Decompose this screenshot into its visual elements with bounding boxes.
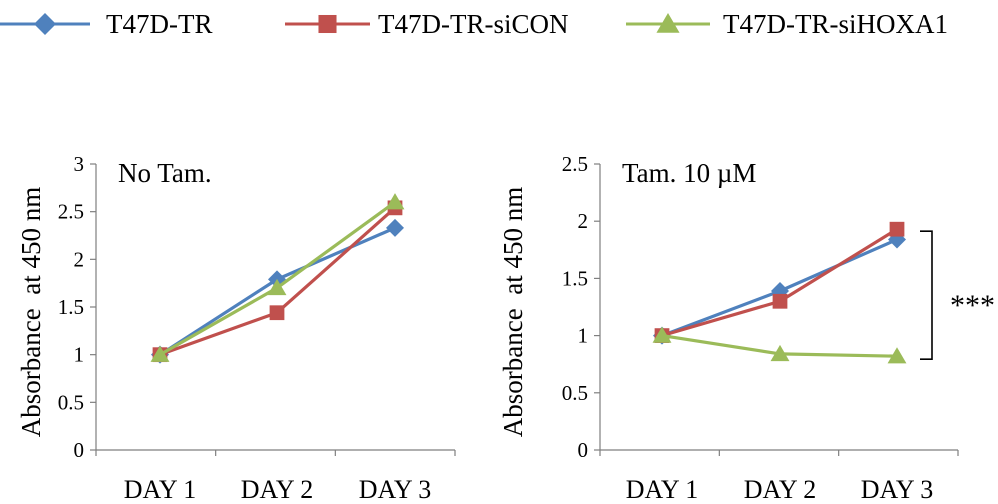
y-axis-label: Absorbance at 450 nm <box>498 187 528 437</box>
y-tick-label: 2.5 <box>58 200 84 224</box>
x-tick-label: DAY 1 <box>124 475 196 504</box>
data-point-triangle <box>267 278 287 296</box>
y-tick-label: 2 <box>74 247 85 271</box>
data-point-triangle <box>652 326 672 343</box>
data-point-square <box>269 305 285 321</box>
y-tick-label: 1.5 <box>562 266 588 290</box>
legend-label: T47D-TR <box>106 9 212 39</box>
y-tick-label: 0.5 <box>58 390 84 414</box>
y-tick-label: 3 <box>74 152 85 176</box>
data-point-square <box>889 221 905 237</box>
y-tick-label: 0 <box>74 438 85 462</box>
data-point-triangle <box>770 344 790 362</box>
x-tick-label: DAY 2 <box>241 475 313 504</box>
y-axis-label: Absorbance at 450 nm <box>16 187 46 437</box>
y-tick-label: 1 <box>578 324 589 348</box>
legend-marker-triangle <box>656 13 680 33</box>
x-tick-label: DAY 1 <box>626 475 698 504</box>
y-tick-label: 0.5 <box>562 381 588 405</box>
chart-tam-10um: 0 0.5 1 1.5 2 2.5 DAY 1 DAY 2 DAY 3 Tam. 10 µM Abs… <box>498 152 995 504</box>
x-tick-label: DAY 3 <box>359 475 431 504</box>
data-point-square <box>772 293 788 309</box>
y-tick-label: 1 <box>74 343 85 367</box>
y-tick-label: 2.5 <box>562 152 588 176</box>
legend-label: T47D-TR-siHOXA1 <box>723 9 948 39</box>
legend-marker-diamond <box>34 13 56 35</box>
y-tick-label: 2 <box>578 209 589 233</box>
y-tick-label: 0 <box>578 438 589 462</box>
legend-marker-square <box>318 14 337 34</box>
data-point-diamond <box>386 218 404 237</box>
x-tick-label: DAY 3 <box>861 475 933 504</box>
chart-no-tam: 0 0.5 1 1.5 2 2.5 3 DAY 1 DAY 2 DAY 3 No Tam. Absor… <box>16 152 456 504</box>
x-tick-label: DAY 2 <box>744 475 816 504</box>
significance-label: *** <box>950 289 995 322</box>
series-line <box>661 227 898 338</box>
chart-title: Tam. 10 µM <box>622 158 756 188</box>
data-point-triangle <box>887 347 907 364</box>
data-point-triangle <box>385 193 405 210</box>
chart-title: No Tam. <box>118 158 212 188</box>
significance-bracket <box>920 230 933 360</box>
y-tick-label: 1.5 <box>58 295 84 319</box>
data-point-triangle <box>150 345 170 362</box>
legend-label: T47D-TR-siCON <box>378 9 569 39</box>
legend: T47D-TR T47D-TR-siCON T47D-TR-siHOXA1 <box>0 9 948 39</box>
